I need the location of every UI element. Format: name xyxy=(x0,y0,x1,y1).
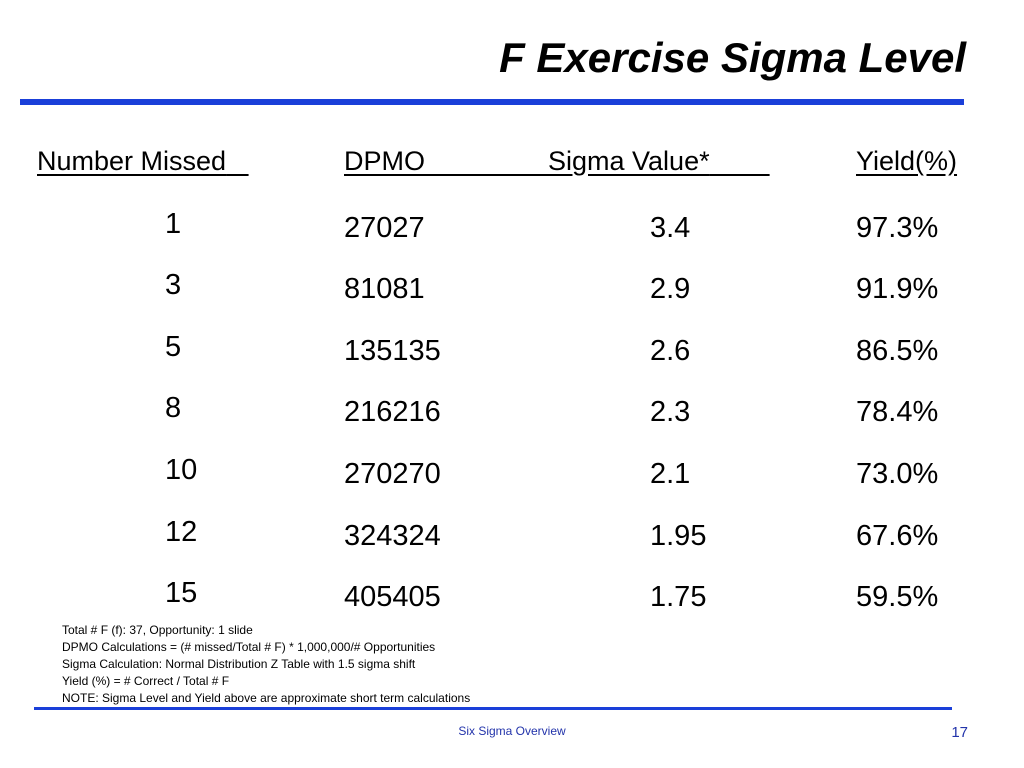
cell-dpmo: 405405 xyxy=(344,581,441,613)
cell-yield: 91.9% xyxy=(856,273,939,305)
cell-sigma: 2.1 xyxy=(650,458,691,490)
footer-divider xyxy=(34,707,952,710)
cell-sigma: 1.95 xyxy=(650,520,707,552)
cell-missed: 3 xyxy=(165,269,182,301)
cell-missed: 1 xyxy=(165,208,182,240)
footer-title: Six Sigma Overview xyxy=(458,724,566,738)
cell-dpmo: 270270 xyxy=(344,458,441,490)
slide-title: F Exercise Sigma Level xyxy=(499,34,966,81)
cell-yield: 78.4% xyxy=(856,396,939,428)
title-divider xyxy=(20,99,964,105)
page-number: 17 xyxy=(951,724,968,741)
cell-yield: 59.5% xyxy=(856,581,939,613)
footnote-sigma-calc: Sigma Calculation: Normal Distribution Z… xyxy=(62,657,416,671)
footnote-yield-calc: Yield (%) = # Correct / Total # F xyxy=(62,674,230,688)
cell-yield: 86.5% xyxy=(856,335,939,367)
cell-sigma: 1.75 xyxy=(650,581,707,613)
header-yield: Yield(%) xyxy=(856,146,958,176)
cell-missed: 5 xyxy=(165,331,182,363)
footnote-note: NOTE: Sigma Level and Yield above are ap… xyxy=(62,691,471,705)
cell-dpmo: 324324 xyxy=(344,520,441,552)
header-dpmo: DPMO xyxy=(344,146,425,176)
header-sigma-value: Sigma Value* xyxy=(548,146,710,176)
cell-sigma: 3.4 xyxy=(650,212,691,244)
footnotes: Total # F (f): 37, Opportunity: 1 slide … xyxy=(62,622,470,707)
cell-yield: 73.0% xyxy=(856,458,939,490)
cell-sigma: 2.9 xyxy=(650,273,691,305)
cell-yield: 97.3% xyxy=(856,212,939,244)
cell-missed: 10 xyxy=(165,454,198,486)
footnote-total: Total # F (f): 37, Opportunity: 1 slide xyxy=(62,623,253,637)
cell-missed: 12 xyxy=(165,516,198,548)
footnote-dpmo-calc: DPMO Calculations = (# missed/Total # F)… xyxy=(62,640,436,654)
cell-sigma: 2.6 xyxy=(650,335,691,367)
header-number-missed: Number Missed xyxy=(37,146,227,176)
cell-dpmo: 81081 xyxy=(344,273,425,305)
cell-yield: 67.6% xyxy=(856,520,939,552)
cell-missed: 8 xyxy=(165,392,182,424)
cell-dpmo: 216216 xyxy=(344,396,441,428)
cell-sigma: 2.3 xyxy=(650,396,691,428)
cell-missed: 15 xyxy=(165,577,198,609)
cell-dpmo: 27027 xyxy=(344,212,425,244)
cell-dpmo: 135135 xyxy=(344,335,441,367)
